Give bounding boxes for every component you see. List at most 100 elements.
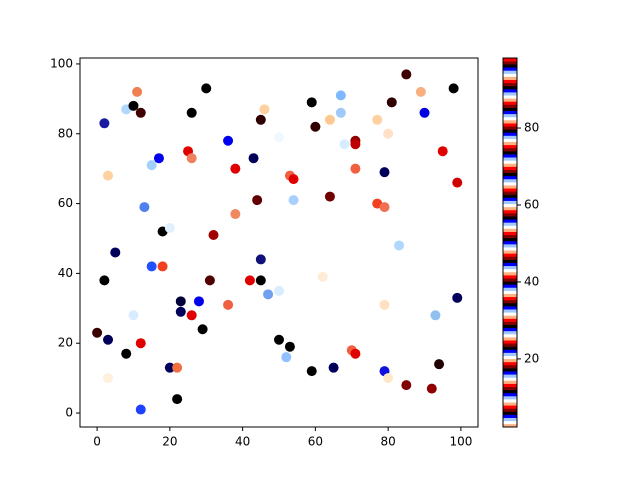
colorbar-band [503,110,517,115]
point [350,139,361,150]
x-tick-label: 40 [235,435,250,449]
point [248,153,259,164]
colorbar-band [503,70,517,74]
colorbar-band [503,290,517,294]
point [193,296,204,307]
point [339,139,350,150]
point [419,107,430,118]
colorbar-band [503,82,517,87]
point [201,83,212,94]
point [103,334,114,345]
point [175,296,186,307]
point [274,285,284,296]
colorbar-band [503,157,517,161]
colorbar-band [503,374,517,378]
x-tick-label: 60 [308,435,323,449]
colorbar-band [503,306,517,310]
colorbar-band [503,185,517,189]
colorbar-tick-label: 80 [524,121,539,135]
colorbar-band [503,166,517,170]
colorbar-band [503,247,517,251]
colorbar-band [503,64,517,68]
colorbar-band [503,315,517,319]
x-tick-label: 80 [381,435,396,449]
colorbar-band [503,92,517,96]
colorbar-band [503,389,517,394]
point [274,132,284,143]
colorbar-band [503,420,517,425]
point [317,271,328,282]
colorbar-band [503,104,517,108]
colorbar-band [503,58,517,62]
point [204,275,215,286]
colorbar-band [503,253,517,257]
colorbar-band [503,147,517,152]
colorbar-band [503,132,517,136]
colorbar-band [503,175,517,180]
colorbar-band [503,240,517,245]
colorbar-band [503,395,517,400]
colorbar-band [503,293,517,298]
colorbar-band [503,256,517,260]
point [306,97,317,108]
point [383,373,394,384]
point [255,275,266,286]
colorbar-band [503,225,517,229]
colorbar-band [503,222,517,226]
point [324,114,335,125]
colorbar-band [503,216,517,220]
point [135,404,146,415]
point [288,174,299,185]
colorbar-tick-label: 20 [524,351,539,365]
point [328,362,339,373]
point [379,167,390,178]
colorbar-band [503,268,517,273]
point [383,128,394,139]
colorbar-band [503,237,517,242]
colorbar-band [503,160,517,164]
colorbar-band [503,330,517,335]
point [103,170,114,181]
colorbar-band [503,228,517,232]
colorbar-band [503,399,517,403]
colorbar-band [503,194,517,198]
x-tick-label: 100 [449,435,472,449]
colorbar-band [503,107,517,112]
colorbar-band [503,141,517,146]
colorbar-band [503,95,517,99]
point [284,341,295,352]
point [281,352,292,363]
point [274,334,284,345]
colorbar-band [503,262,517,267]
colorbar-band [503,61,517,65]
y-tick-label: 0 [65,406,73,420]
point [372,114,383,125]
point [401,380,412,391]
colorbar-band [503,340,517,344]
colorbar-band [503,234,517,239]
point [208,229,219,240]
colorbar-band [503,275,517,279]
colorbar-band [503,203,517,208]
point [157,261,168,272]
point [197,324,208,335]
colorbar-band [503,67,517,71]
colorbar-frame [502,57,518,428]
point [434,359,445,370]
point [437,146,448,157]
colorbar-band [503,144,517,149]
point [186,107,197,118]
point [146,261,157,272]
colorbar-band [503,113,517,118]
colorbar-band [503,281,517,285]
point [103,373,114,384]
colorbar-band [503,129,517,133]
y-tick-label: 40 [58,266,73,280]
colorbar-band [503,352,517,356]
colorbar-band [503,76,517,81]
point [153,153,164,164]
point [452,292,463,303]
colorbar-band [503,85,517,90]
point [350,348,361,359]
